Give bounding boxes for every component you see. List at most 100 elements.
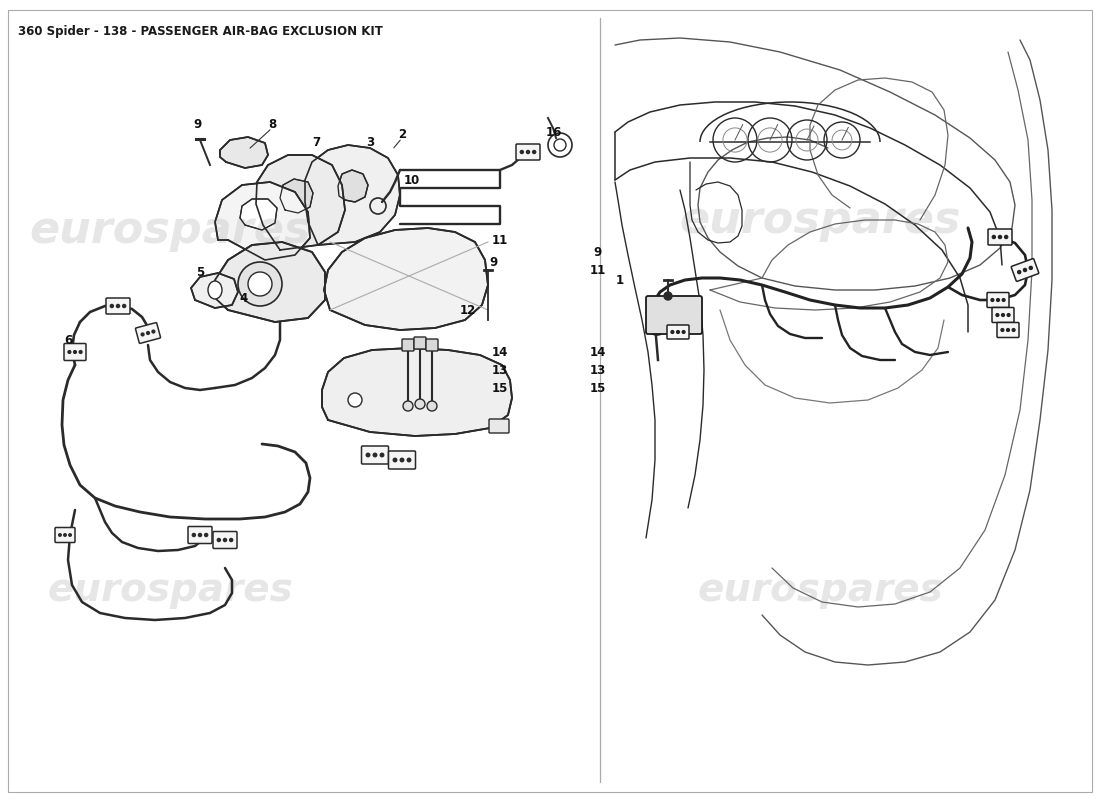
Circle shape	[992, 235, 996, 238]
Circle shape	[205, 534, 208, 537]
Polygon shape	[191, 273, 238, 308]
FancyBboxPatch shape	[414, 337, 426, 349]
Text: 2: 2	[398, 129, 406, 142]
Circle shape	[238, 262, 282, 306]
Text: 9: 9	[490, 255, 498, 269]
Circle shape	[74, 350, 76, 354]
Text: 13: 13	[492, 363, 508, 377]
Text: 14: 14	[492, 346, 508, 358]
Circle shape	[348, 393, 362, 407]
FancyBboxPatch shape	[64, 343, 86, 361]
FancyBboxPatch shape	[987, 293, 1009, 307]
Circle shape	[58, 534, 62, 536]
Circle shape	[198, 534, 201, 537]
FancyBboxPatch shape	[988, 229, 1012, 245]
Text: 11: 11	[492, 234, 508, 246]
FancyBboxPatch shape	[188, 526, 212, 543]
Circle shape	[192, 534, 196, 537]
FancyBboxPatch shape	[992, 307, 1014, 322]
Circle shape	[427, 401, 437, 411]
Polygon shape	[256, 155, 345, 250]
Circle shape	[532, 150, 536, 154]
Circle shape	[381, 454, 384, 457]
FancyBboxPatch shape	[402, 339, 414, 351]
Text: 15: 15	[492, 382, 508, 394]
Text: 7: 7	[312, 135, 320, 149]
Circle shape	[403, 401, 412, 411]
Circle shape	[122, 305, 125, 307]
FancyBboxPatch shape	[362, 446, 388, 464]
Text: 13: 13	[590, 363, 606, 377]
Circle shape	[997, 298, 1000, 302]
Text: 5: 5	[196, 266, 205, 278]
Text: eurospares: eurospares	[47, 571, 293, 609]
Circle shape	[230, 538, 233, 542]
Circle shape	[68, 350, 70, 354]
Text: 3: 3	[366, 135, 374, 149]
Circle shape	[527, 150, 529, 154]
Polygon shape	[214, 242, 324, 322]
Text: eurospares: eurospares	[30, 209, 310, 251]
FancyBboxPatch shape	[388, 451, 416, 469]
Circle shape	[110, 305, 113, 307]
Circle shape	[671, 330, 674, 334]
Text: 1: 1	[616, 274, 624, 286]
Circle shape	[152, 330, 155, 333]
Circle shape	[1001, 329, 1004, 331]
Polygon shape	[214, 182, 310, 260]
Text: 10: 10	[404, 174, 420, 186]
FancyBboxPatch shape	[667, 325, 689, 339]
Polygon shape	[305, 145, 400, 245]
Circle shape	[1008, 314, 1010, 316]
Text: eurospares: eurospares	[680, 198, 960, 242]
Text: 14: 14	[590, 346, 606, 358]
FancyBboxPatch shape	[490, 419, 509, 433]
Text: 8: 8	[268, 118, 276, 130]
Polygon shape	[322, 348, 512, 436]
Circle shape	[1006, 329, 1010, 331]
FancyBboxPatch shape	[106, 298, 130, 314]
FancyBboxPatch shape	[135, 322, 161, 343]
Circle shape	[79, 350, 82, 354]
Circle shape	[141, 333, 144, 336]
Text: 9: 9	[594, 246, 602, 258]
Ellipse shape	[208, 281, 222, 299]
Text: 6: 6	[64, 334, 73, 346]
Circle shape	[1002, 298, 1005, 302]
Circle shape	[1012, 329, 1015, 331]
Text: 16: 16	[546, 126, 562, 138]
Circle shape	[554, 139, 566, 151]
FancyBboxPatch shape	[55, 527, 75, 542]
Circle shape	[682, 330, 685, 334]
Circle shape	[647, 315, 667, 335]
Circle shape	[407, 458, 410, 462]
Circle shape	[1018, 270, 1021, 274]
Circle shape	[1030, 266, 1032, 270]
Circle shape	[394, 458, 397, 462]
Circle shape	[248, 272, 272, 296]
Text: 15: 15	[590, 382, 606, 394]
FancyBboxPatch shape	[213, 531, 236, 549]
Text: 9: 9	[194, 118, 202, 131]
Circle shape	[400, 458, 404, 462]
Polygon shape	[220, 137, 268, 168]
Circle shape	[373, 454, 376, 457]
Circle shape	[1023, 269, 1026, 271]
Circle shape	[218, 538, 220, 542]
FancyBboxPatch shape	[426, 339, 438, 351]
FancyBboxPatch shape	[516, 144, 540, 160]
Circle shape	[520, 150, 524, 154]
FancyBboxPatch shape	[997, 322, 1019, 338]
Circle shape	[1004, 235, 1008, 238]
Text: 11: 11	[590, 263, 606, 277]
Circle shape	[146, 332, 150, 334]
Circle shape	[415, 399, 425, 409]
Circle shape	[991, 298, 993, 302]
Text: 12: 12	[460, 303, 476, 317]
Circle shape	[676, 330, 680, 334]
Circle shape	[366, 454, 370, 457]
Polygon shape	[240, 199, 277, 230]
Circle shape	[223, 538, 227, 542]
Circle shape	[999, 235, 1001, 238]
Circle shape	[1002, 314, 1004, 316]
